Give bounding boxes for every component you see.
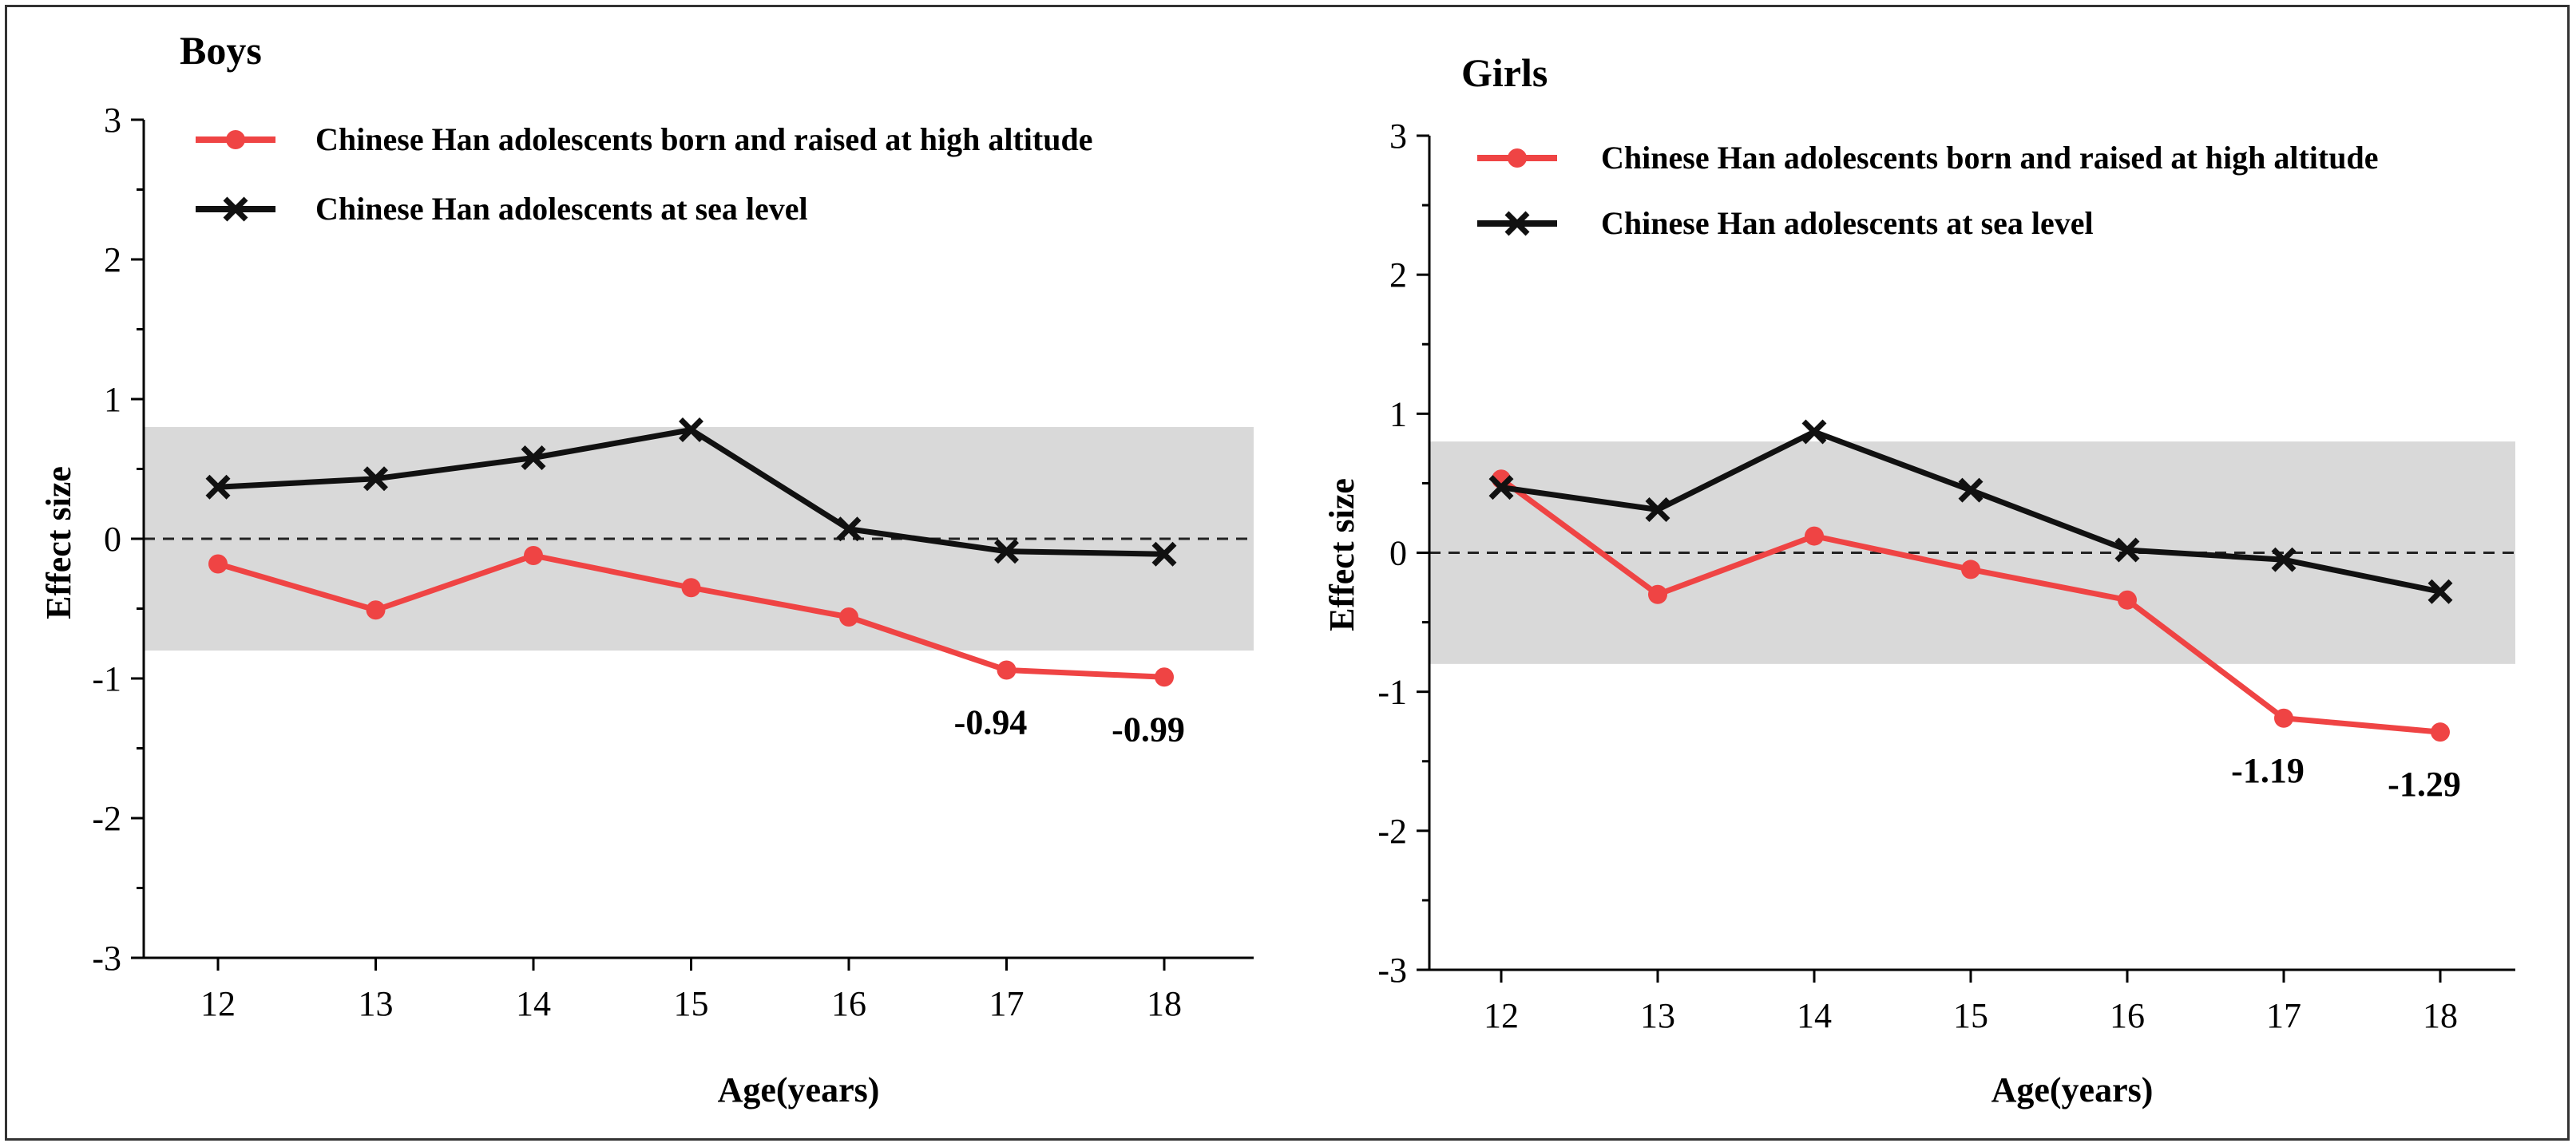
- x-tick-label: 12: [200, 984, 236, 1023]
- x-tick-label: 13: [1640, 996, 1675, 1035]
- y-tick-label: 1: [1389, 394, 1407, 433]
- y-tick-label: -1: [1377, 673, 1407, 712]
- y-tick-label: 1: [104, 380, 121, 419]
- plot-area: 3 2 1 0 -1 -2 -3 12 13 14 15 16 17 18 -1.19 -1.29: [1377, 117, 2515, 1035]
- data-point: [2427, 579, 2453, 604]
- y-tick-label: 3: [104, 101, 121, 140]
- y-tick-label: -2: [1377, 812, 1407, 851]
- x-tick-label: 16: [2110, 996, 2145, 1035]
- panel-title: Boys: [180, 28, 262, 73]
- series-sea-level: [1488, 419, 2453, 604]
- x-tick-label: 17: [2266, 996, 2301, 1035]
- y-tick-label: -1: [92, 659, 121, 698]
- legend-marker-sea-level: [1504, 211, 1530, 236]
- y-tick-label: -3: [1377, 951, 1407, 990]
- data-point: [2114, 537, 2140, 563]
- data-point: [366, 600, 386, 620]
- legend-label-sea-level: Chinese Han adolescents at sea level: [315, 191, 808, 227]
- figure-frame: [5, 5, 2570, 1141]
- y-tick-label: 3: [1389, 117, 1407, 156]
- x-tick-label: 16: [831, 984, 866, 1023]
- series-high-altitude: [1492, 469, 2450, 742]
- legend-marker-sea-level: [223, 196, 248, 222]
- legend-label-sea-level: Chinese Han adolescents at sea level: [1601, 205, 2094, 241]
- x-tick-label: 18: [1147, 984, 1182, 1023]
- data-label: -1.29: [2388, 765, 2461, 804]
- x-tick-label: 15: [1953, 996, 1988, 1035]
- legend-label-high-altitude: Chinese Han adolescents born and raised …: [315, 121, 1092, 157]
- legend: Chinese Han adolescents born and raised …: [1477, 140, 2378, 241]
- data-label: -0.94: [954, 703, 1028, 742]
- x-axis-label: Age(years): [718, 1070, 880, 1109]
- data-point: [836, 516, 862, 542]
- legend: Chinese Han adolescents born and raised …: [196, 121, 1092, 227]
- data-point: [1645, 497, 1670, 522]
- data-point: [1958, 477, 1984, 503]
- x-axis-label: Age(years): [1991, 1070, 2154, 1109]
- data-point: [2118, 590, 2137, 610]
- data-point: [2271, 547, 2297, 572]
- girls-panel: 3 2 1 0 -1 -2 -3 12 13 14 15 16 17 18 -1.19 -1.29 Girls…: [1322, 50, 2515, 1109]
- data-point: [205, 474, 231, 500]
- data-point: [1151, 541, 1177, 567]
- data-point: [1648, 584, 1667, 604]
- x-tick-label: 14: [1797, 996, 1832, 1035]
- legend-marker-high-altitude: [1508, 148, 1527, 168]
- data-point: [994, 539, 1019, 564]
- data-point: [524, 546, 543, 565]
- y-axis-label: Effect size: [1322, 478, 1361, 631]
- data-label: -1.19: [2231, 751, 2305, 790]
- series-high-altitude: [208, 546, 1174, 687]
- legend-marker-high-altitude: [226, 130, 245, 149]
- y-tick-label: -3: [92, 939, 121, 978]
- data-point: [679, 417, 703, 442]
- data-point: [1961, 560, 1980, 579]
- y-tick-label: 0: [1389, 534, 1407, 573]
- y-tick-label: 2: [1389, 255, 1407, 295]
- y-tick-label: -2: [92, 799, 121, 838]
- data-point: [1488, 475, 1514, 500]
- x-tick-label: 14: [516, 984, 551, 1023]
- data-point: [681, 578, 701, 598]
- panel-title: Girls: [1461, 50, 1548, 95]
- plot-area: 3 2 1 0 -1 -2 -3 12 13 14 15 16 17 18 -0.94 -0.99: [92, 101, 1254, 1023]
- y-axis-label: Effect size: [39, 466, 78, 619]
- data-point: [1805, 526, 1824, 546]
- data-point: [839, 607, 858, 627]
- data-label: -0.99: [1112, 710, 1185, 749]
- x-tick-label: 15: [674, 984, 709, 1023]
- series-sea-level: [205, 417, 1177, 567]
- legend-label-high-altitude: Chinese Han adolescents born and raised …: [1601, 140, 2378, 176]
- data-point: [1155, 667, 1174, 687]
- data-point: [363, 466, 388, 492]
- x-tick-label: 18: [2423, 996, 2458, 1035]
- data-point: [997, 660, 1017, 680]
- data-point: [521, 445, 546, 470]
- data-point: [1801, 419, 1827, 445]
- y-tick-label: 0: [104, 520, 121, 559]
- x-tick-label: 17: [989, 984, 1024, 1023]
- x-tick-label: 12: [1484, 996, 1519, 1035]
- data-point: [2274, 708, 2293, 728]
- data-point: [208, 554, 228, 574]
- y-tick-label: 2: [104, 240, 121, 279]
- data-point: [2431, 722, 2450, 742]
- x-tick-label: 13: [359, 984, 394, 1023]
